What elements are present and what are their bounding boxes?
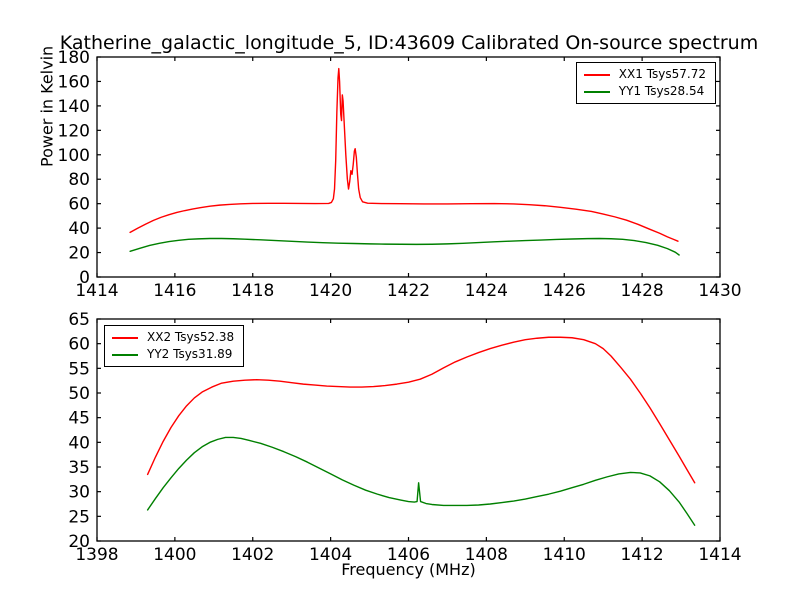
legend-line-swatch-xx1 (583, 73, 610, 76)
x-tick-label: 1430 (698, 281, 741, 301)
legend-entry: YY2 Tsys31.89 (112, 348, 234, 361)
y-tick-label: 0 (79, 268, 90, 288)
series-line-xx2 (146, 336, 696, 484)
x-tick-label: 1414 (698, 545, 741, 565)
series-line-xx1 (129, 67, 679, 242)
x-tick-label: 1402 (231, 545, 274, 565)
x-tick-label: 1420 (309, 281, 352, 301)
subplot-2: 1398 1400 1402 1404 1406 1408 1410 1412 1414 20 25… (68, 310, 741, 565)
y-tick-label: 160 (58, 72, 90, 92)
x-tick-label: 1408 (465, 545, 508, 565)
y-tick-label: 55 (68, 359, 90, 379)
x-tick-label: 1406 (387, 545, 430, 565)
y-tick-label: 45 (68, 409, 90, 429)
legend-label: YY2 Tsys31.89 (147, 347, 233, 361)
x-tick-label: 1418 (231, 281, 274, 301)
y-tick-label: 30 (68, 483, 90, 503)
figure-title: Katherine_galactic_longitude_5, ID:43609… (59, 32, 759, 54)
series-line-yy1 (129, 237, 680, 256)
x-tick-label: 1398 (75, 545, 118, 565)
legend-entry: XX1 Tsys57.72 (583, 67, 706, 81)
y-tick-label: 120 (58, 121, 90, 141)
x-tick-label: 1426 (543, 281, 586, 301)
x-tick-label: 1400 (153, 545, 196, 565)
plot-frame (96, 318, 721, 542)
legend-label: XX1 Tsys57.72 (618, 67, 706, 81)
legend-label: YY1 Tsys28.54 (618, 84, 705, 98)
x-tick-label: 1404 (309, 545, 352, 565)
legend-label: XX2 Tsys52.38 (147, 330, 235, 344)
x-tick-label: 1424 (465, 281, 508, 301)
plot-frame (96, 56, 721, 278)
legend-bottom-plot: XX2 Tsys52.38 YY2 Tsys31.89 (104, 325, 245, 367)
legend-entry: XX2 Tsys52.38 (112, 331, 234, 344)
y-tick-label: 140 (58, 97, 90, 117)
y-tick-label: 25 (68, 507, 90, 527)
y-tick-label: 100 (58, 146, 90, 166)
y-tick-label: 20 (68, 244, 90, 264)
legend-line-swatch-yy1 (583, 90, 610, 93)
legend-line-swatch-yy2 (112, 353, 138, 356)
legend-entry: YY1 Tsys28.54 (583, 84, 706, 98)
y-tick-label: 40 (68, 433, 90, 453)
x-tick-label: 1416 (153, 281, 196, 301)
y-tick-label: 20 (68, 532, 90, 552)
y-tick-label: 60 (68, 195, 90, 215)
x-tick-label: 1422 (387, 281, 430, 301)
y-tick-label: 60 (68, 335, 90, 355)
y-tick-label: 40 (68, 219, 90, 239)
x-tick-label: 1414 (75, 281, 118, 301)
legend-top-plot: XX1 Tsys57.72 YY1 Tsys28.54 (575, 62, 716, 104)
series-line-yy2 (146, 436, 696, 526)
legend-line-swatch-xx2 (112, 336, 138, 339)
y-tick-label: 180 (58, 48, 90, 68)
x-tick-label: 1412 (620, 545, 663, 565)
x-axis-label: Frequency (MHz) (341, 560, 476, 579)
subplot-1: 1414 1416 1418 1420 1422 1424 1426 1428 1430 0 20 4… (58, 48, 742, 301)
x-tick-label: 1428 (620, 281, 663, 301)
x-tick-label: 1410 (543, 545, 586, 565)
y-tick-label: 35 (68, 458, 90, 478)
y-tick-label: 65 (68, 310, 90, 330)
y-tick-label: 50 (68, 384, 90, 404)
y-tick-label: 80 (68, 170, 90, 190)
